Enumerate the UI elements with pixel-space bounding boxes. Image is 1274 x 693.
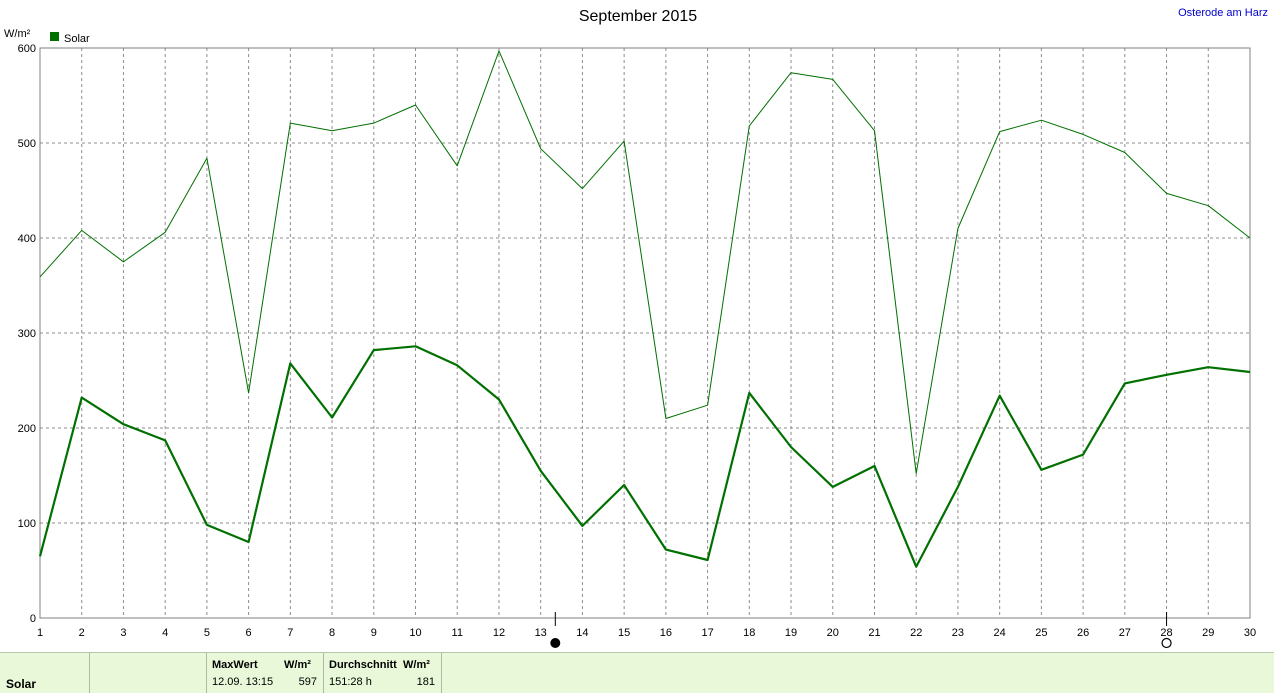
x-tick-label: 27 <box>1119 627 1131 639</box>
x-tick-label: 22 <box>910 627 922 639</box>
y-tick-label: 0 <box>30 613 36 625</box>
footer-series-label: Solar <box>6 677 37 691</box>
x-tick-label: 7 <box>287 627 293 639</box>
series-line-maximum <box>39 50 1251 475</box>
x-tick-label: 12 <box>493 627 505 639</box>
x-tick-label: 28 <box>1160 627 1172 639</box>
x-tick-label: 29 <box>1202 627 1214 639</box>
footer-max-unit: W/m² <box>284 659 311 671</box>
footer-avg-duration: 151:28 h <box>329 676 372 688</box>
x-tick-label: 1 <box>37 627 43 639</box>
station-name: Osterode am Harz <box>1178 7 1268 19</box>
series-line-average <box>38 345 1251 568</box>
x-tick-label: 24 <box>994 627 1006 639</box>
x-tick-label: 13 <box>535 627 547 639</box>
x-tick-label: 10 <box>409 627 421 639</box>
footer-max-when: 12.09. 13:15 <box>212 676 274 688</box>
x-tick-label: 4 <box>162 627 168 639</box>
full-moon-icon <box>1161 637 1172 649</box>
footer-avg-header: Durchschnitt <box>329 659 397 671</box>
plot-frame <box>39 47 1251 619</box>
footer-avg-unit: W/m² <box>403 659 430 671</box>
x-tick-label: 8 <box>329 627 335 639</box>
footer-max-value: 597 <box>298 676 317 688</box>
x-tick-label: 3 <box>120 627 126 639</box>
x-tick-label: 18 <box>743 627 755 639</box>
y-axis-unit: W/m² <box>4 28 31 40</box>
x-tick-label: 26 <box>1077 627 1089 639</box>
footer-label-cell: Solar <box>0 653 90 693</box>
y-tick-label: 600 <box>18 43 36 55</box>
x-tick-label: 11 <box>452 627 463 639</box>
footer-max-header: MaxWert <box>212 659 258 671</box>
chart: September 2015 Osterode am Harz W/m² Sol… <box>4 7 1268 649</box>
x-tick-label: 15 <box>618 627 630 639</box>
chart-title: September 2015 <box>579 8 697 25</box>
x-tick-label: 17 <box>701 627 713 639</box>
x-tick-label: 5 <box>204 627 210 639</box>
x-tick-label: 2 <box>79 627 85 639</box>
x-tick-label: 23 <box>952 627 964 639</box>
x-tick-label: 19 <box>785 627 797 639</box>
new-moon-icon <box>550 638 561 648</box>
y-tick-label: 400 <box>18 233 36 245</box>
y-tick-label: 200 <box>18 423 36 435</box>
y-tick-label: 500 <box>18 138 36 150</box>
x-tick-label: 16 <box>660 627 672 639</box>
footer-avg-cell: Durchschnitt W/m² 151:28 h 181 <box>323 653 442 693</box>
x-tick-label: 25 <box>1035 627 1047 639</box>
legend-label: Solar <box>64 33 90 45</box>
y-tick-label: 100 <box>18 518 36 530</box>
y-tick-label: 300 <box>18 328 36 340</box>
footer-max-cell: MaxWert W/m² 12.09. 13:15 597 <box>206 653 324 693</box>
x-tick-label: 14 <box>576 627 588 639</box>
legend-swatch <box>50 32 59 41</box>
x-tick-label: 20 <box>827 627 839 639</box>
footer-stats-panel: Solar MaxWert W/m² 12.09. 13:15 597 Durc… <box>0 652 1274 693</box>
x-tick-label: 6 <box>246 627 252 639</box>
x-tick-label: 9 <box>371 627 377 639</box>
x-tick-label: 21 <box>868 627 880 639</box>
footer-avg-value: 181 <box>416 676 435 688</box>
footer-empty-cell <box>89 653 207 693</box>
x-tick-label: 30 <box>1244 627 1256 639</box>
